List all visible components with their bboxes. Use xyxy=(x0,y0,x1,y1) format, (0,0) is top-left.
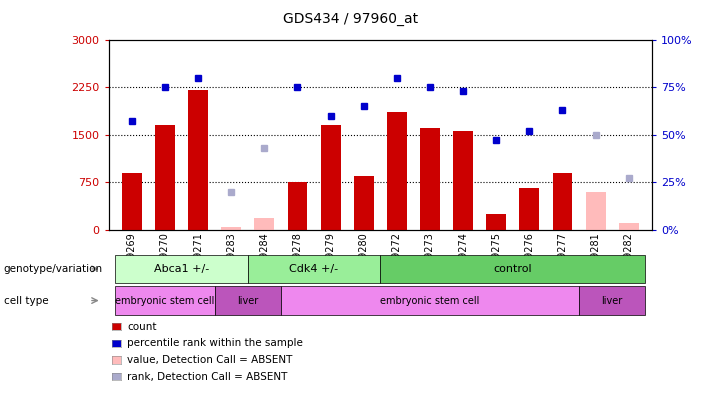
Text: Cdk4 +/-: Cdk4 +/- xyxy=(290,264,339,274)
Bar xyxy=(122,173,142,230)
Bar xyxy=(254,218,274,230)
Text: liver: liver xyxy=(601,295,622,306)
Bar xyxy=(215,286,281,315)
Bar xyxy=(188,90,208,230)
Bar xyxy=(281,286,579,315)
Bar xyxy=(387,112,407,230)
Bar xyxy=(320,125,341,230)
Bar xyxy=(579,286,646,315)
Text: control: control xyxy=(494,264,532,274)
Text: genotype/variation: genotype/variation xyxy=(4,264,102,274)
Bar xyxy=(619,223,639,230)
Bar xyxy=(115,286,215,315)
Text: Abca1 +/-: Abca1 +/- xyxy=(154,264,209,274)
Bar xyxy=(354,176,374,230)
Text: cell type: cell type xyxy=(4,295,48,306)
Text: rank, Detection Call = ABSENT: rank, Detection Call = ABSENT xyxy=(127,371,287,382)
Bar xyxy=(247,255,381,283)
Text: GDS434 / 97960_at: GDS434 / 97960_at xyxy=(283,12,418,26)
Text: embryonic stem cell: embryonic stem cell xyxy=(115,295,215,306)
Bar xyxy=(585,192,606,230)
Bar xyxy=(381,255,646,283)
Bar xyxy=(486,214,506,230)
Text: percentile rank within the sample: percentile rank within the sample xyxy=(127,338,303,348)
Text: embryonic stem cell: embryonic stem cell xyxy=(381,295,479,306)
Bar xyxy=(287,182,308,230)
Bar xyxy=(552,173,573,230)
Bar xyxy=(420,128,440,230)
Bar xyxy=(155,125,175,230)
Text: count: count xyxy=(127,322,156,332)
Bar xyxy=(453,131,473,230)
Bar xyxy=(222,227,241,230)
Bar xyxy=(519,188,539,230)
Text: value, Detection Call = ABSENT: value, Detection Call = ABSENT xyxy=(127,355,292,365)
Bar xyxy=(115,255,247,283)
Text: liver: liver xyxy=(237,295,259,306)
